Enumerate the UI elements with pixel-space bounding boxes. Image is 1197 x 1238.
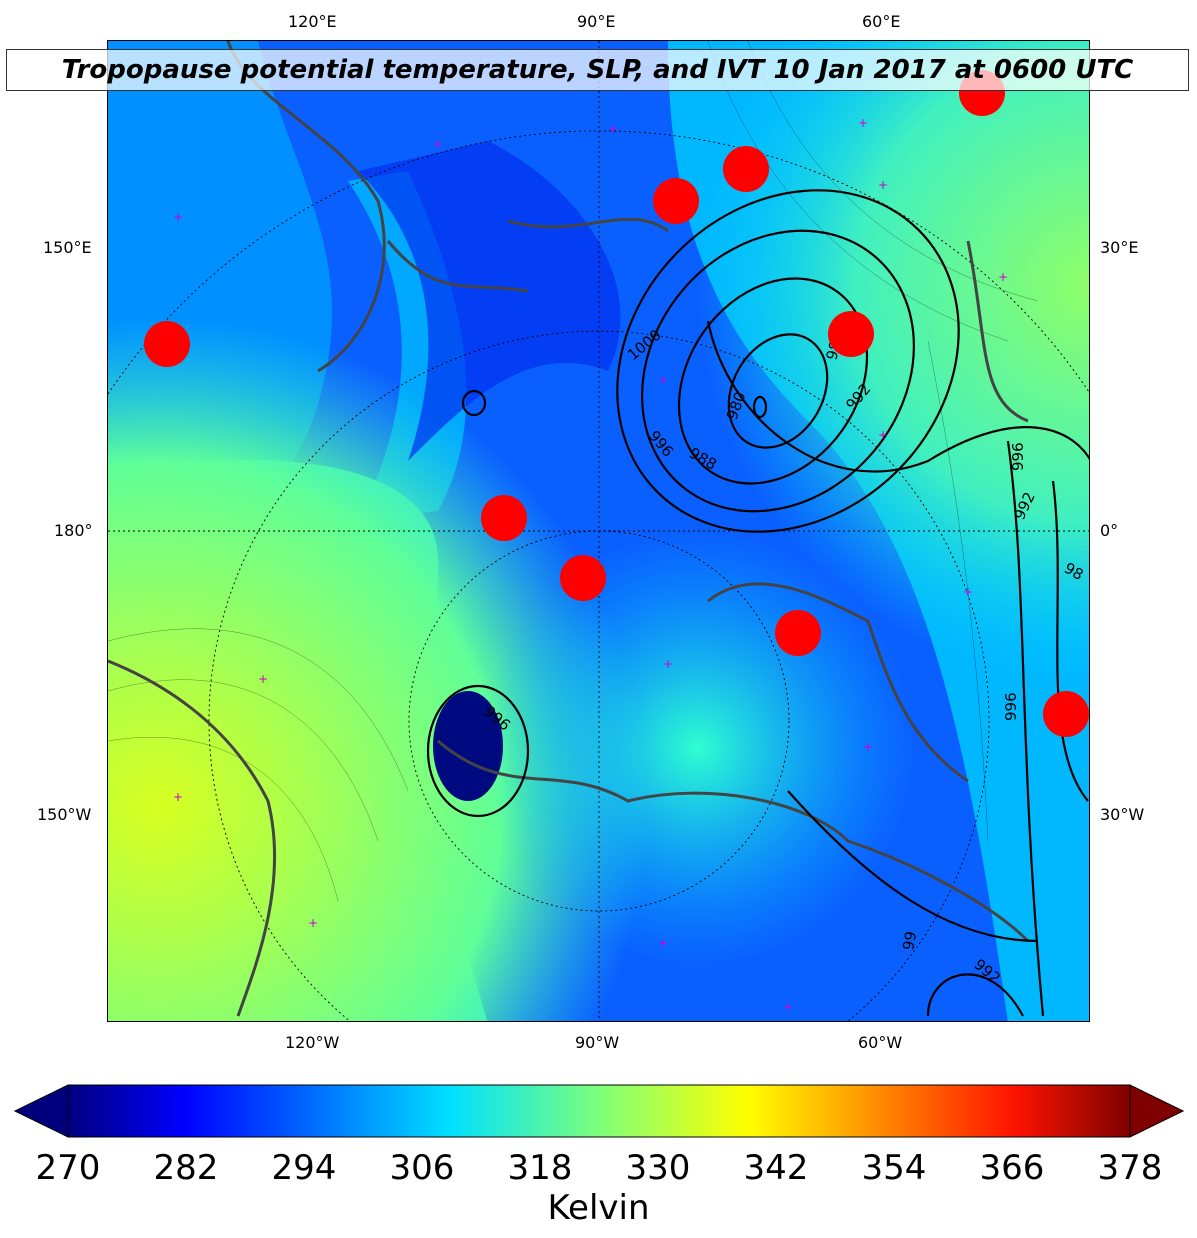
chart-title: Tropopause potential temperature, SLP, a… [6,49,1189,91]
colorbar-tick-label: 354 [861,1148,927,1188]
slp-contours [426,189,1089,1017]
lon-label: 60°W [858,1033,903,1052]
svg-text:+: + [258,672,268,686]
colorbar-tick-label: 282 [153,1148,219,1188]
svg-text:+: + [878,178,888,192]
colorbar-tick-label: 306 [389,1148,455,1188]
lon-label: 90°E [577,12,616,31]
colorbar-tick-label: 294 [271,1148,337,1188]
svg-text:+: + [173,790,183,804]
colorbar [14,1084,1184,1138]
colorbar-tick-label: 330 [625,1148,691,1188]
lon-label: 120°W [285,1033,340,1052]
theta-contours [108,41,1039,902]
svg-text:+: + [308,916,318,930]
svg-text:+: + [863,740,873,754]
svg-text:+: + [433,137,443,151]
svg-text:+: + [658,936,668,950]
svg-text:+: + [663,657,673,671]
svg-text:+: + [173,210,183,224]
colorbar-tick-label: 342 [743,1148,809,1188]
colorbar-tick-label: 378 [1097,1148,1163,1188]
lat-label: 30°W [1100,805,1145,824]
slp-label: 996 [1009,442,1027,471]
colorbar-tick-label: 366 [979,1148,1045,1188]
lat-label: 150°W [37,805,92,824]
svg-text:+: + [783,1000,793,1014]
coastlines [108,41,1030,1017]
lon-label: 90°W [575,1033,620,1052]
svg-text:+: + [608,122,618,136]
colorbar-tick-label: 318 [507,1148,573,1188]
lat-label: 180° [54,521,93,540]
lat-label: 30°E [1100,238,1139,257]
lat-label: 0° [1100,521,1119,540]
colorbar-extend-min [14,1084,69,1138]
colorbar-extend-max [1129,1084,1184,1138]
svg-text:+: + [998,270,1008,284]
ivt-markers [144,70,1089,737]
slp-label: 996 [1002,692,1020,721]
svg-text:+: + [658,373,668,387]
lat-label: 150°E [43,238,92,257]
lon-label: 60°E [862,12,901,31]
graticule [108,41,1089,1021]
colorbar-label: Kelvin [547,1188,650,1228]
map-panel: 1000 984 980 992 996 988 996 992 98 996 … [107,40,1090,1022]
lon-label: 120°E [288,12,337,31]
slp-label: 99 [899,930,920,952]
colorbar-tick-label: 270 [35,1148,101,1188]
svg-text:+: + [878,428,888,442]
theta-field: 1000 984 980 992 996 988 996 992 98 996 … [108,41,1089,1021]
svg-text:+: + [858,116,868,130]
svg-text:+: + [963,585,973,599]
station-markers: + + + + + + + + + + + + + + + + [173,116,1008,1014]
